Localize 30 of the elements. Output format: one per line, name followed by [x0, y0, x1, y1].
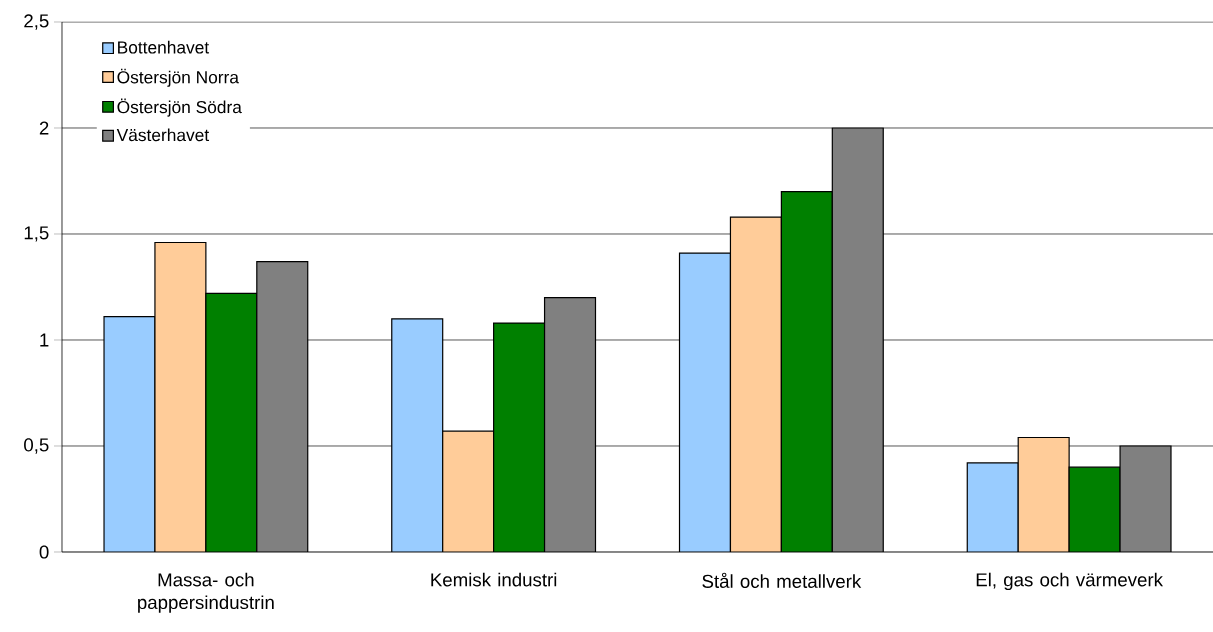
y-tick-label: 2,5 — [24, 14, 49, 30]
y-tick-label: 1,5 — [24, 226, 49, 242]
bar — [205, 293, 257, 552]
legend-label: Östersjön Norra — [117, 68, 239, 87]
y-tick-label: 0 — [39, 545, 49, 559]
y-tick-label: 0,5 — [24, 438, 49, 454]
bar — [256, 261, 308, 552]
bar — [544, 297, 596, 552]
bar — [104, 316, 155, 552]
bar — [1068, 466, 1121, 552]
bar — [966, 462, 1019, 552]
x-tick-label: Kemisk industri — [431, 572, 557, 587]
bar — [781, 191, 833, 552]
bar — [1017, 436, 1070, 552]
legend-label: Västerhavet — [116, 128, 210, 142]
bar — [730, 217, 782, 552]
bar — [493, 323, 545, 552]
bar — [442, 431, 494, 552]
bar — [1119, 445, 1172, 552]
x-tick-label: El, gas och värmeverk — [976, 572, 1164, 591]
x-tick-label: Stål och metallverk — [702, 572, 862, 588]
y-tick-label: 1 — [40, 333, 49, 347]
bar — [832, 128, 884, 552]
y-tick-label: 2 — [39, 121, 49, 135]
bar — [679, 253, 731, 552]
x-tick-label: Massa- och pappersindustrin — [138, 572, 274, 613]
legend-label: Östersjön Södra — [117, 98, 242, 117]
legend-label: Bottenhavet — [118, 40, 210, 54]
bar — [391, 318, 443, 552]
bar — [154, 242, 206, 552]
